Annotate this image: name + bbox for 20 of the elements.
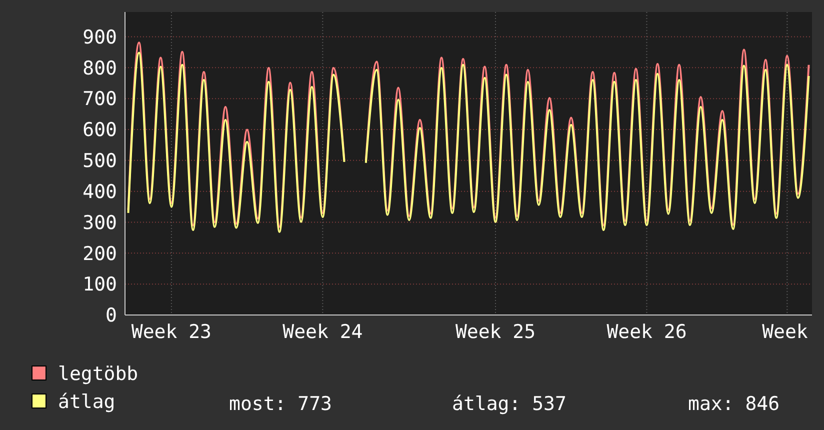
y-tick-label: 200 [82,242,117,265]
x-tick-label: Week 26 [606,321,687,343]
y-tick-label: 900 [82,26,117,48]
y-tick-label: 800 [82,57,117,80]
y-tick-label: 700 [82,88,117,110]
y-tick-label: 100 [82,274,117,296]
y-tick-label: 0 [106,304,117,327]
legend-label: átlag [58,391,116,413]
x-tick-label: Week 24 [282,321,363,343]
y-tick-label: 300 [82,212,117,234]
text: átlag: 537 [452,393,566,415]
y-tick-label: 600 [82,119,117,142]
x-tick-label: Week [762,321,808,343]
y-tick-label: 500 [82,150,117,172]
text: max: 846 [688,393,780,415]
x-tick-label: Week 25 [455,321,536,343]
legend-label: legtöbb [58,363,138,385]
x-tick-label: Week 23 [131,321,212,343]
text: most: 773 [229,393,332,415]
y-tick-label: 400 [82,180,117,203]
